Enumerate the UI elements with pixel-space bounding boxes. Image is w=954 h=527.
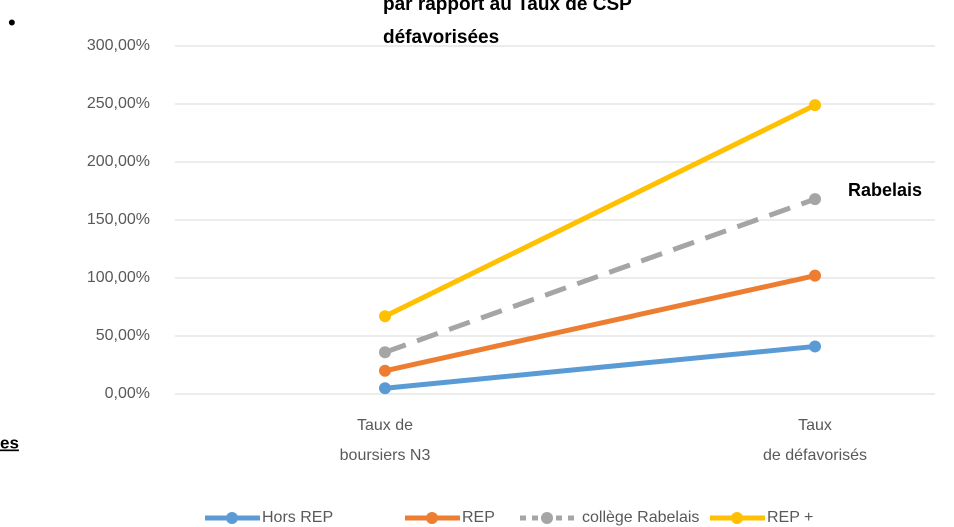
- legend-label: collège Rabelais: [582, 509, 699, 526]
- series-line: [383, 102, 817, 319]
- marker: [809, 193, 821, 206]
- chart-title: par rapport au Taux de CSP défavorisées: [383, 0, 632, 48]
- series-line: [384, 343, 816, 391]
- marker: [379, 364, 391, 377]
- y-tick-label: 150,00%: [87, 211, 150, 228]
- legend-label: REP +: [767, 509, 813, 526]
- y-tick-label: 0,00%: [105, 385, 150, 402]
- legend-label: REP: [462, 509, 495, 526]
- series-line: [384, 196, 816, 355]
- fragment: es: [0, 433, 19, 452]
- legend-marker: [226, 512, 238, 524]
- legend-marker: [541, 512, 553, 524]
- bullet: •: [8, 10, 16, 35]
- y-tick-label: 300,00%: [87, 37, 150, 54]
- legend-marker: [426, 512, 438, 524]
- marker: [379, 346, 391, 359]
- annotation: Rabelais: [848, 180, 922, 200]
- series-line: [384, 273, 816, 374]
- y-tick-label: 50,00%: [96, 327, 150, 344]
- y-tick-label: 200,00%: [87, 153, 150, 170]
- x-tick-label: Taux de boursiers N3: [339, 417, 431, 464]
- marker: [809, 269, 821, 282]
- marker: [809, 340, 821, 353]
- x-tick-label: Taux de défavorisés: [762, 417, 868, 464]
- marker: [809, 99, 821, 112]
- y-tick-label: 250,00%: [87, 95, 150, 112]
- marker: [379, 382, 391, 395]
- y-tick-label: 100,00%: [87, 269, 150, 286]
- marker: [379, 310, 391, 323]
- legend-marker: [731, 512, 743, 524]
- legend-label: Hors REP: [262, 509, 333, 526]
